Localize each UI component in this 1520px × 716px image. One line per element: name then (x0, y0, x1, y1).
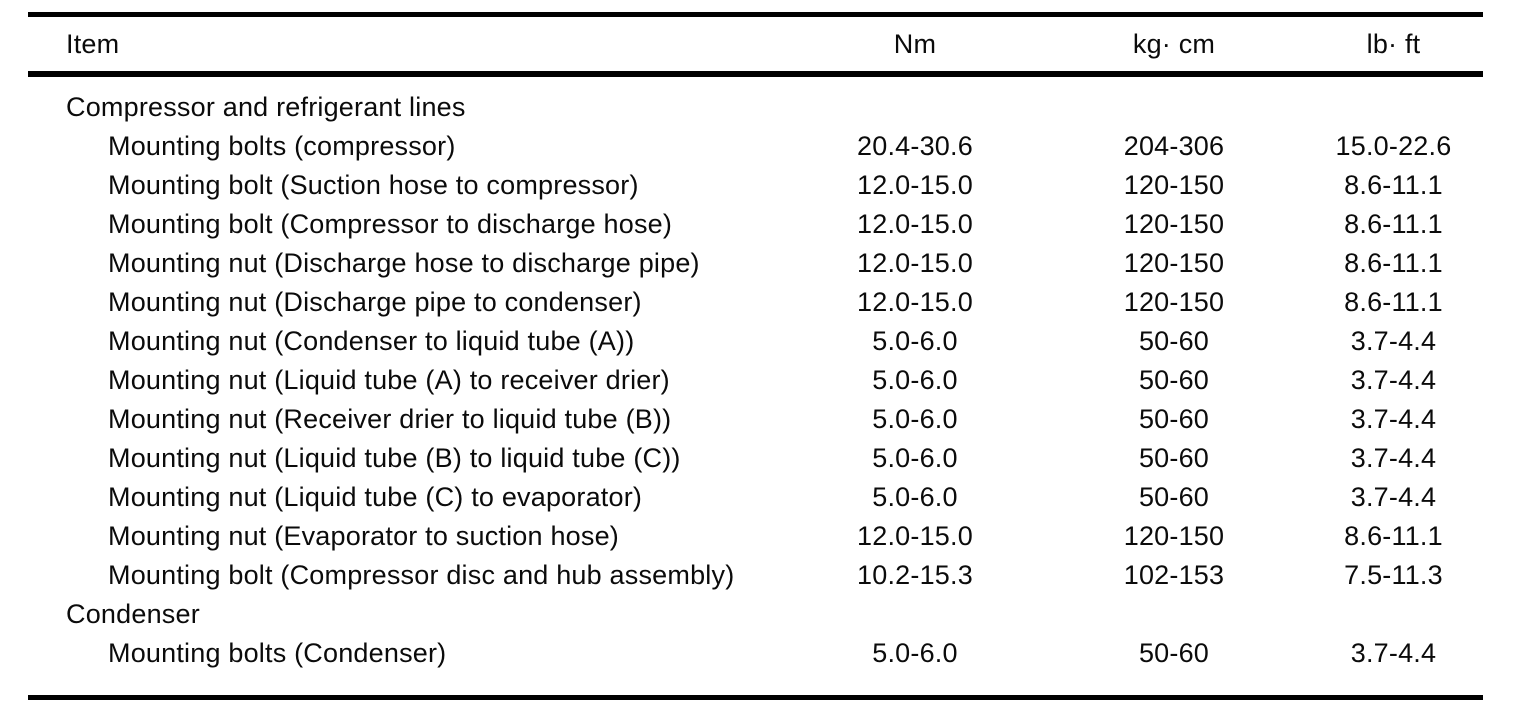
item-cell: Mounting nut (Condenser to liquid tube (… (108, 326, 635, 356)
section-row: Condenser (28, 595, 1483, 634)
nm-value-cell: 10.2-15.3 (857, 560, 973, 590)
item-cell: Mounting bolt (Compressor disc and hub a… (108, 560, 735, 590)
lbft-value-cell: 8.6-11.1 (1344, 209, 1443, 239)
kgcm-value-cell: 50-60 (1138, 638, 1210, 668)
item-cell: Mounting bolt (Suction hose to compresso… (108, 170, 639, 200)
lbft-value-cell: 3.7-4.4 (1350, 365, 1437, 395)
nm-value-cell: 12.0-15.0 (857, 209, 973, 239)
kgcm-value-cell: 120-150 (1123, 170, 1225, 200)
nm-value-cell: 5.0-6.0 (872, 443, 958, 473)
item-cell: Mounting nut (Discharge hose to discharg… (108, 248, 700, 278)
item-cell: Mounting bolts (compressor) (108, 131, 456, 161)
nm-value-cell: 12.0-15.0 (857, 287, 973, 317)
kgcm-value-cell: 50-60 (1138, 365, 1210, 395)
nm-value-cell: 5.0-6.0 (872, 326, 958, 356)
kgcm-value-cell: 120-150 (1123, 287, 1225, 317)
lbft-value-cell: 8.6-11.1 (1344, 521, 1443, 551)
kgcm-value-cell: 102-153 (1123, 560, 1225, 590)
table-row: Mounting bolt (Suction hose to compresso… (28, 166, 1483, 205)
table-header-rule (28, 71, 1483, 77)
nm-value-cell: 5.0-6.0 (872, 404, 958, 434)
table-row: Mounting bolt (Compressor disc and hub a… (28, 556, 1483, 595)
nm-value-cell: 5.0-6.0 (872, 365, 958, 395)
lbft-value-cell: 8.6-11.1 (1344, 287, 1443, 317)
lbft-value-cell: 7.5-11.3 (1344, 560, 1443, 590)
lbft-value-cell: 3.7-4.4 (1350, 443, 1437, 473)
nm-value-cell: 12.0-15.0 (857, 170, 973, 200)
nm-value-cell: 20.4-30.6 (857, 131, 973, 161)
item-cell: Mounting bolts (Condenser) (108, 638, 447, 668)
section-row: Compressor and refrigerant lines (28, 88, 1483, 127)
table-row: Mounting bolts (Condenser) 5.0-6.0 50-60… (28, 634, 1483, 673)
table-top-rule (28, 12, 1483, 17)
lbft-value-cell: 3.7-4.4 (1350, 326, 1437, 356)
table-bottom-rule (28, 695, 1483, 700)
column-header-item: Item (66, 28, 120, 59)
nm-value-cell: 5.0-6.0 (872, 638, 958, 668)
column-header-nm: Nm (893, 28, 937, 59)
column-header-lbft: lb· ft (1366, 28, 1421, 59)
kgcm-value-cell: 120-150 (1123, 521, 1225, 551)
item-cell: Mounting nut (Liquid tube (B) to liquid … (108, 443, 681, 473)
column-header-kgcm: kg· cm (1132, 28, 1216, 59)
table-header-row: Item Nm kg· cm lb· ft (28, 17, 1483, 71)
item-cell: Mounting nut (Evaporator to suction hose… (108, 521, 619, 551)
table-row: Mounting nut (Liquid tube (C) to evapora… (28, 478, 1483, 517)
table-row: Mounting bolt (Compressor to discharge h… (28, 205, 1483, 244)
kgcm-value-cell: 50-60 (1138, 404, 1210, 434)
item-cell: Mounting nut (Liquid tube (C) to evapora… (108, 482, 643, 512)
table-row: Mounting nut (Discharge hose to discharg… (28, 244, 1483, 283)
item-cell: Condenser (66, 599, 200, 629)
item-cell: Mounting bolt (Compressor to discharge h… (108, 209, 673, 239)
kgcm-value-cell: 50-60 (1138, 482, 1210, 512)
lbft-value-cell: 8.6-11.1 (1344, 248, 1443, 278)
table-row: Mounting nut (Discharge pipe to condense… (28, 283, 1483, 322)
lbft-value-cell: 8.6-11.1 (1344, 170, 1443, 200)
table-row: Mounting nut (Receiver drier to liquid t… (28, 400, 1483, 439)
lbft-value-cell: 3.7-4.4 (1350, 638, 1437, 668)
kgcm-value-cell: 50-60 (1138, 443, 1210, 473)
table-row: Mounting nut (Condenser to liquid tube (… (28, 322, 1483, 361)
torque-spec-table: Item Nm kg· cm lb· ft Compressor and ref… (28, 12, 1483, 700)
item-cell: Mounting nut (Liquid tube (A) to receive… (108, 365, 670, 395)
table-row: Mounting nut (Liquid tube (A) to receive… (28, 361, 1483, 400)
nm-value-cell: 12.0-15.0 (857, 248, 973, 278)
table-row: Mounting nut (Liquid tube (B) to liquid … (28, 439, 1483, 478)
table-row: Mounting nut (Evaporator to suction hose… (28, 517, 1483, 556)
lbft-value-cell: 15.0-22.6 (1335, 131, 1452, 161)
kgcm-value-cell: 204-306 (1123, 131, 1225, 161)
kgcm-value-cell: 50-60 (1138, 326, 1210, 356)
nm-value-cell: 12.0-15.0 (857, 521, 973, 551)
nm-value-cell: 5.0-6.0 (872, 482, 958, 512)
table-body: Compressor and refrigerant lines Mountin… (28, 77, 1483, 695)
lbft-value-cell: 3.7-4.4 (1350, 404, 1437, 434)
item-cell: Compressor and refrigerant lines (66, 92, 466, 122)
table-row: Mounting bolts (compressor) 20.4-30.6 20… (28, 127, 1483, 166)
kgcm-value-cell: 120-150 (1123, 209, 1225, 239)
item-cell: Mounting nut (Discharge pipe to condense… (108, 287, 642, 317)
kgcm-value-cell: 120-150 (1123, 248, 1225, 278)
item-cell: Mounting nut (Receiver drier to liquid t… (108, 404, 672, 434)
lbft-value-cell: 3.7-4.4 (1350, 482, 1437, 512)
